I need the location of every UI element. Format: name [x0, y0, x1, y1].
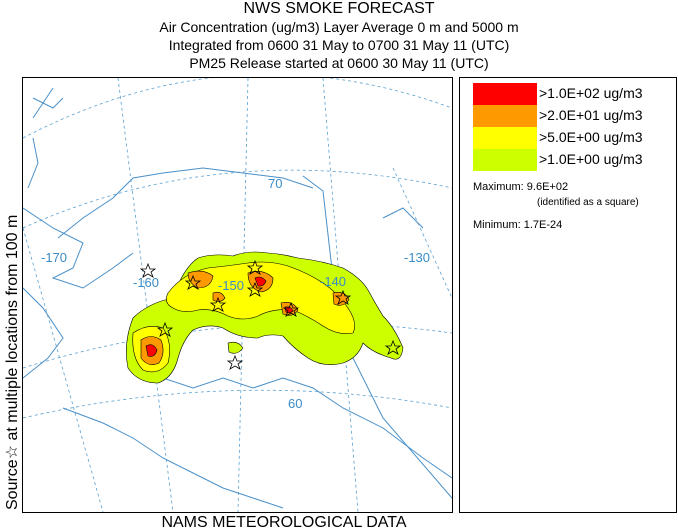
map-panel: -170 -160 -150 -140 -130 70 60	[22, 77, 453, 513]
legend-swatch	[473, 83, 537, 105]
maximum-note: (identified as a square)	[537, 197, 639, 208]
alaska-map: -170 -160 -150 -140 -130 70 60	[23, 78, 452, 512]
lon-label-150: -150	[218, 278, 244, 293]
source-side-label: Source☆ at multiple locations from 100 m	[4, 215, 21, 510]
lat-label-70: 70	[268, 176, 282, 191]
subtitle-release: PM25 Release started at 0600 30 May 11 (…	[189, 55, 489, 71]
legend-item: >5.0E+00 ug/m3	[473, 127, 673, 149]
legend-item: >1.0E+02 ug/m3	[473, 83, 673, 105]
source-markers	[139, 259, 402, 370]
smoke-contours	[126, 251, 404, 384]
legend-swatch	[473, 149, 537, 171]
lon-label-160: -160	[133, 275, 159, 290]
legend-item: >1.0E+00 ug/m3	[473, 149, 673, 171]
legend-label: >1.0E+00 ug/m3	[539, 151, 643, 167]
source-side-label-text: Source☆ at multiple locations from 100 m	[4, 215, 21, 510]
subtitle-concentration: Air Concentration (ug/m3) Layer Average …	[159, 19, 519, 35]
data-source-footer: NAMS METEOROLOGICAL DATA	[161, 514, 407, 531]
legend-label: >1.0E+02 ug/m3	[539, 85, 643, 101]
lon-label-140: -140	[320, 274, 346, 289]
lon-label-170: -170	[41, 250, 67, 265]
subtitle-time-range: Integrated from 0600 31 May to 0700 31 M…	[168, 37, 510, 53]
lon-label-130: -130	[404, 250, 430, 265]
minimum-value: Minimum: 1.7E-24	[473, 219, 563, 231]
legend-panel: >1.0E+02 ug/m3 >2.0E+01 ug/m3 >5.0E+00 u…	[459, 77, 677, 513]
map-title: NWS SMOKE FORECAST	[243, 0, 435, 17]
legend-swatch	[473, 105, 537, 127]
lat-label-60: 60	[288, 396, 302, 411]
legend-label: >5.0E+00 ug/m3	[539, 129, 643, 145]
legend-swatch	[473, 127, 537, 149]
legend-label: >2.0E+01 ug/m3	[539, 107, 643, 123]
maximum-value: Maximum: 9.6E+02	[473, 181, 569, 193]
legend-item: >2.0E+01 ug/m3	[473, 105, 673, 127]
